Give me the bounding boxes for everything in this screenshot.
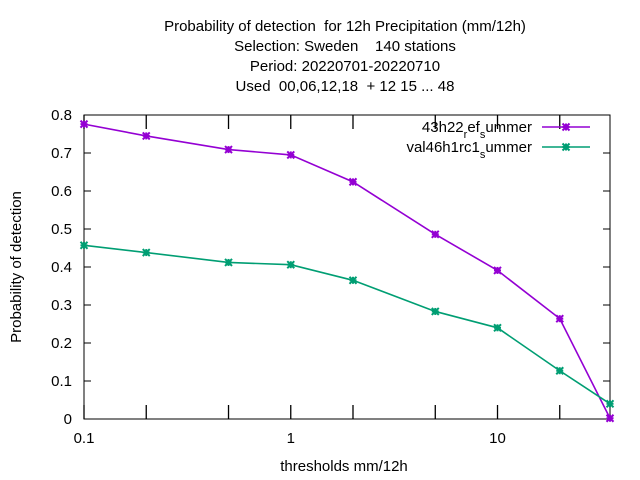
y-tick-label: 0.7 bbox=[51, 145, 72, 162]
series-2-point bbox=[79, 241, 89, 250]
x-axis-label: thresholds mm/12h bbox=[280, 458, 408, 475]
title-line-4: Used 00,06,12,18 + 12 15 ... 48 bbox=[235, 78, 455, 95]
x-tick-label: 0.1 bbox=[74, 430, 95, 447]
plot-frame bbox=[83, 114, 611, 420]
series-1-point bbox=[224, 145, 233, 154]
series-1-point bbox=[431, 230, 440, 239]
legend-marker-1 bbox=[561, 122, 571, 132]
y-tick-label: 0.6 bbox=[51, 183, 72, 200]
legend-label-2: val46h1rc1summer bbox=[406, 139, 532, 161]
series-group bbox=[79, 119, 615, 423]
x-tick-label: 10 bbox=[489, 430, 506, 447]
x-tick-label: 1 bbox=[287, 430, 295, 447]
series-1-point bbox=[493, 266, 502, 275]
y-tick-label: 0.2 bbox=[51, 335, 72, 352]
y-tick-label: 0 bbox=[64, 411, 72, 428]
series-1-point bbox=[348, 177, 358, 187]
y-tick-label: 0.3 bbox=[51, 297, 72, 314]
title-line-2: Selection: Sweden 140 stations bbox=[234, 38, 456, 55]
series-1-point bbox=[142, 131, 151, 141]
legend-label-1: 43h22refsummer bbox=[422, 119, 532, 141]
series-1-point bbox=[605, 414, 615, 423]
series-2-point bbox=[348, 276, 358, 285]
y-tick-label: 0.1 bbox=[51, 373, 72, 390]
series-2-point bbox=[493, 323, 502, 333]
series-2-point bbox=[605, 399, 615, 409]
series-1-point bbox=[79, 119, 89, 129]
title-line-3: Period: 20220701-20220710 bbox=[249, 58, 441, 75]
series-2-point bbox=[286, 260, 295, 269]
y-tick-label: 0.5 bbox=[51, 221, 72, 238]
axis-ticks: 00.10.20.30.40.50.60.70.80.1 1 10 bbox=[51, 107, 610, 447]
title-line-1: Probability of detection for 12h Precipi… bbox=[164, 18, 526, 35]
series-2-point bbox=[555, 366, 564, 375]
chart-title: Probability of detection for 12h Precipi… bbox=[0, 17, 640, 97]
y-tick-label: 0.8 bbox=[51, 107, 72, 124]
series-line-2 bbox=[83, 244, 611, 405]
series-1-point bbox=[555, 314, 564, 323]
series-2-point bbox=[142, 248, 151, 257]
series-1-point bbox=[286, 150, 295, 160]
y-tick-label: 0.4 bbox=[51, 259, 72, 276]
series-line-1 bbox=[83, 123, 611, 419]
legend-marker-2 bbox=[561, 142, 571, 152]
series-2-point bbox=[431, 307, 440, 316]
y-axis-label: Probability of detection bbox=[8, 191, 25, 343]
series-2-point bbox=[224, 258, 233, 267]
